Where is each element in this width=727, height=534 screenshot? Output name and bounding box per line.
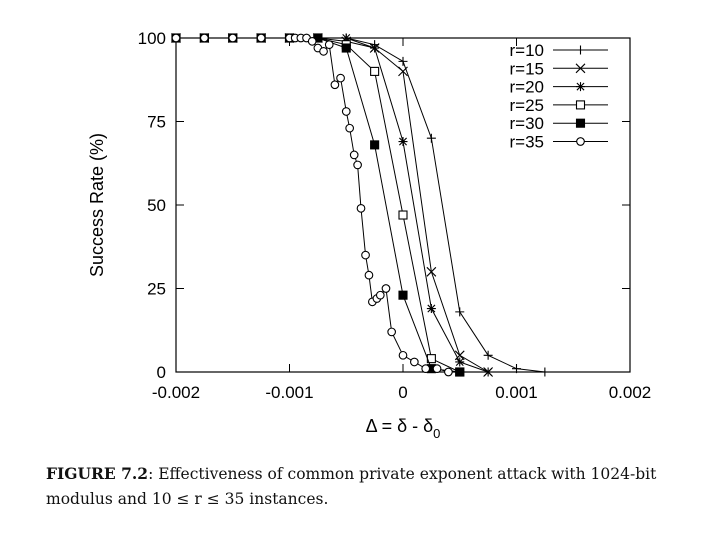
data-point (200, 33, 209, 43)
data-point (421, 364, 431, 374)
caption-label: FIGURE 7.2 (46, 464, 149, 483)
legend-marker (575, 118, 586, 128)
data-point (336, 73, 345, 83)
data-point (444, 367, 453, 377)
data-point (341, 33, 351, 43)
legend-marker (576, 82, 585, 92)
data-point (330, 80, 340, 90)
series-r-35 (171, 33, 453, 377)
data-point (398, 66, 408, 77)
data-point (540, 367, 550, 377)
data-point (361, 250, 370, 260)
y-axis-title: Success Rate (%) (87, 133, 107, 277)
data-point (387, 327, 397, 337)
data-point (398, 210, 408, 220)
data-point (381, 284, 391, 293)
x-tick-label: 0.001 (495, 383, 538, 402)
data-point (356, 203, 366, 213)
figure-caption: FIGURE 7.2: Effectiveness of common priv… (46, 461, 696, 512)
data-point (349, 150, 359, 160)
legend-marker (575, 63, 586, 74)
legend-label: r=15 (510, 59, 545, 78)
data-point (455, 367, 465, 377)
x-axis-title-subscript: 0 (433, 426, 440, 441)
data-point (319, 47, 328, 56)
x-axis-title-main: Δ = δ - δ (366, 416, 434, 436)
data-point (307, 36, 317, 46)
data-point (426, 304, 436, 314)
data-point (370, 66, 380, 76)
data-point (228, 33, 238, 43)
data-point (455, 307, 465, 317)
data-point (364, 270, 374, 280)
plot-frame (175, 37, 631, 373)
series-line (176, 37, 460, 373)
line-chart: 0 25 50 75 100 -0.002 -0.001 0 0.001 0.002 Success… (87, 29, 651, 441)
plot-area: 0 25 50 75 100 -0.002 -0.001 0 0.001 0.002 Success… (87, 29, 651, 441)
data-point (398, 290, 408, 300)
legend-marker (576, 137, 585, 146)
data-point (398, 137, 408, 147)
data-point (353, 160, 362, 170)
data-point (483, 367, 493, 377)
legend-marker (575, 100, 586, 110)
y-tick-label: 100 (138, 29, 166, 48)
data-point (426, 266, 437, 277)
data-point (410, 357, 419, 367)
caption-text: : Effectiveness of common private expone… (46, 465, 657, 508)
data-point (398, 56, 408, 66)
data-point (171, 33, 181, 43)
data-point (370, 140, 380, 150)
data-point (512, 364, 521, 374)
legend-label: r=35 (510, 133, 545, 152)
data-point (341, 107, 351, 116)
data-point (432, 364, 442, 374)
legend-marker (576, 45, 585, 55)
data-point (256, 33, 266, 43)
data-point (398, 350, 408, 360)
y-tick-label: 25 (147, 280, 166, 299)
data-point (370, 43, 380, 53)
y-tick-label: 75 (147, 113, 166, 132)
series-line (176, 37, 460, 373)
series-line (176, 37, 489, 373)
data-point (426, 133, 436, 143)
x-tick-label: -0.001 (265, 383, 313, 402)
legend-label: r=20 (510, 78, 545, 97)
x-tick-label: -0.002 (152, 383, 200, 402)
data-point (375, 290, 385, 300)
series-line (176, 37, 489, 373)
legend-label: r=30 (510, 114, 545, 133)
y-tick-label: 0 (157, 363, 166, 382)
data-point (345, 123, 355, 133)
series-r-25 (171, 33, 465, 377)
series-r-30 (171, 33, 465, 377)
legend-label: r=25 (510, 96, 545, 115)
series-line (176, 37, 449, 373)
x-tick-label: 0.002 (609, 383, 652, 402)
legend-label: r=10 (510, 41, 545, 60)
data-point (324, 40, 334, 50)
x-axis-title: Δ = δ - δ0 (366, 416, 441, 441)
x-tick-label: 0 (398, 383, 407, 402)
y-tick-label: 50 (147, 196, 166, 215)
data-point (483, 350, 493, 360)
data-point (341, 43, 351, 53)
legend: r=10r=15r=20r=25r=30r=35 (510, 41, 608, 152)
data-point (455, 357, 465, 367)
